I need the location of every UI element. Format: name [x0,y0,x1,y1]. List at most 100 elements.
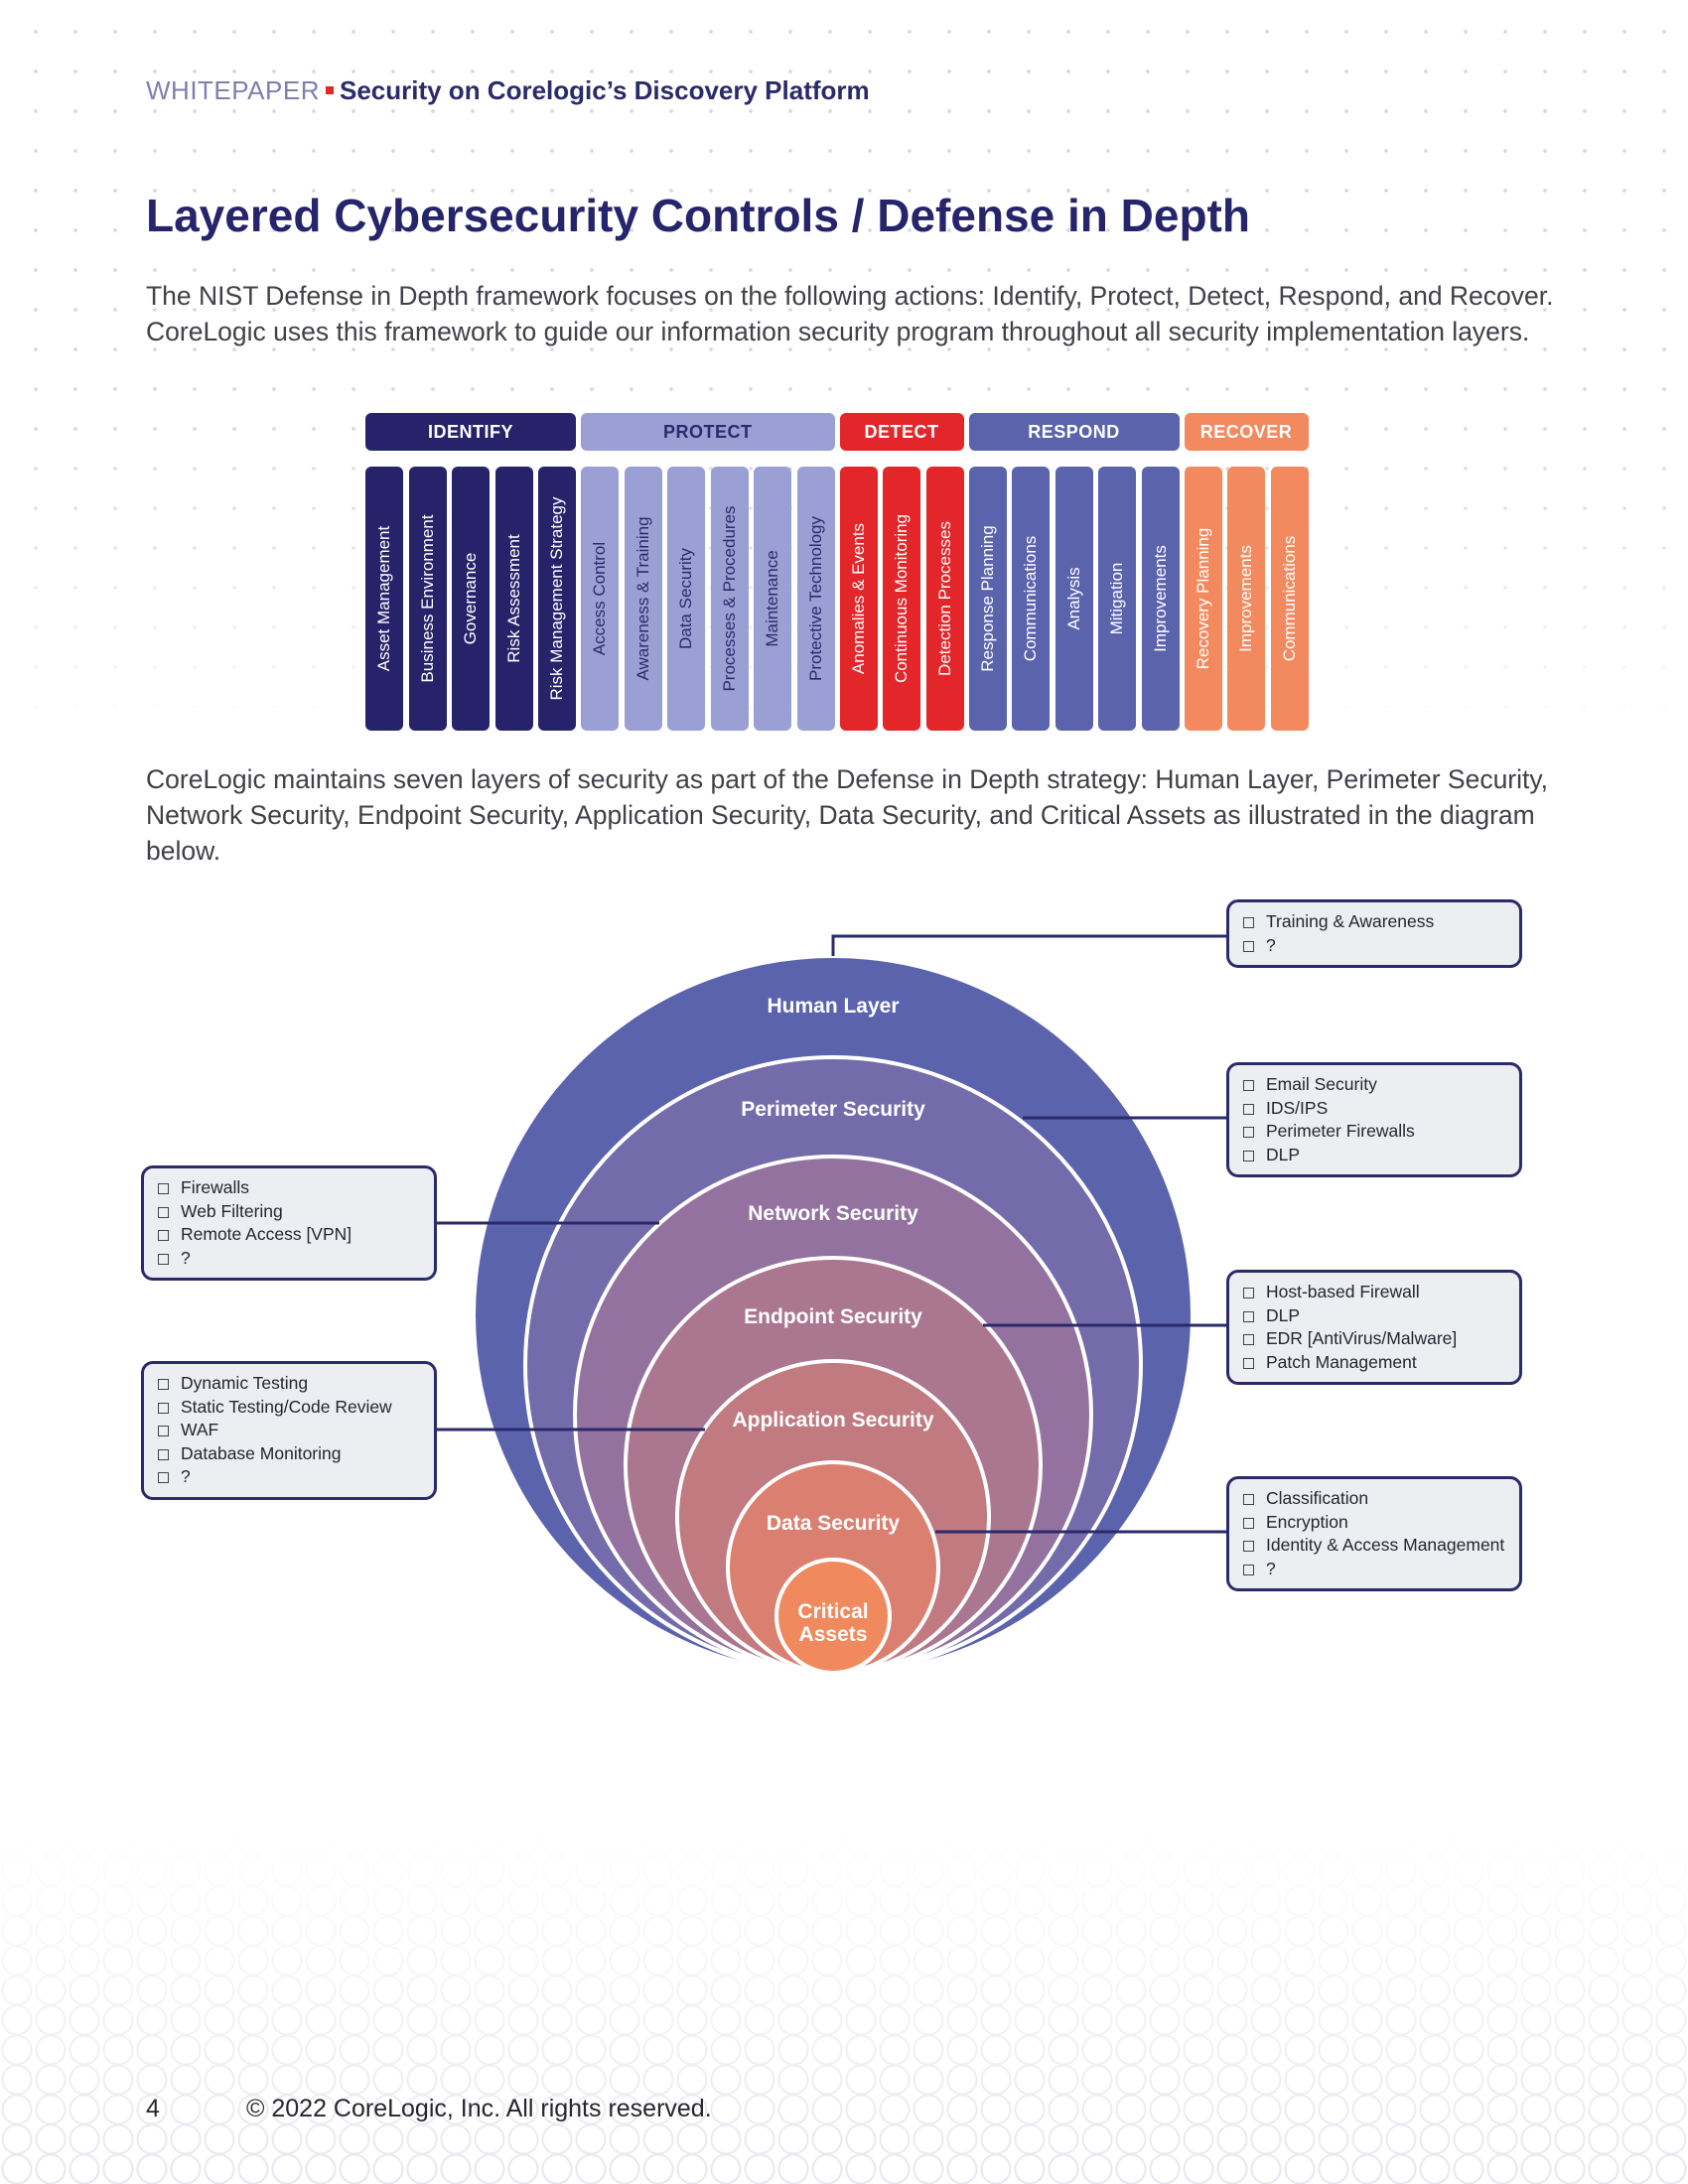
layer-label-data: Data Security [766,1512,901,1535]
nist-category-protect: PROTECT [581,413,835,451]
callout-item: DLP [1243,1144,1507,1167]
callout-item: Static Testing/Code Review [158,1396,422,1420]
callout-item: Remote Access [VPN] [158,1223,422,1247]
nist-framework-table: IDENTIFY Asset Management Business Environ… [365,413,1315,731]
page-footer: 4 © 2022 CoreLogic, Inc. All rights reser… [146,2095,712,2123]
layer-label-perimeter: Perimeter Security [741,1098,925,1121]
nist-item-identify-risk-assessment: Risk Assessment [494,467,533,731]
callout-item: Host-based Firewall [1243,1281,1507,1304]
callout-data-security: Classification Encryption Identity & Acces… [1226,1476,1522,1591]
layer-label-application: Application Security [732,1409,934,1432]
callout-item: Web Filtering [158,1200,422,1224]
nist-item-protect-access-control: Access Control [581,467,619,731]
nist-category-identify: IDENTIFY [365,413,576,451]
nist-item-respond-response-planning: Response Planning [968,467,1007,731]
callout-perimeter-security: Email Security IDS/IPS Perimeter Firewalls… [1226,1062,1522,1177]
nist-item-detect-continuous-monitoring: Continuous Monitoring [883,467,920,731]
checkbox-icon [158,1472,169,1483]
page-number: 4 [146,2095,160,2122]
callout-item: Dynamic Testing [158,1372,422,1396]
checkbox-icon [1243,1310,1254,1322]
nist-item-recover-improvements: Improvements [1227,467,1265,731]
checkbox-icon [1243,1150,1254,1161]
callout-endpoint-security: Host-based Firewall DLP EDR [AntiVirus/Mal… [1226,1270,1522,1385]
nist-item-detect-detection-processes: Detection Processes [925,467,964,731]
layer-label-endpoint: Endpoint Security [744,1305,922,1328]
callout-network-security: Firewalls Web Filtering Remote Access [VPN… [141,1165,437,1281]
checkbox-icon [158,1206,169,1218]
checkbox-icon [1243,1103,1254,1115]
callout-item: Database Monitoring [158,1442,422,1466]
callout-item: WAF [158,1419,422,1442]
checkbox-icon [158,1426,169,1436]
callout-item: Patch Management [1243,1351,1507,1375]
layers-intro-paragraph: CoreLogic maintains seven layers of secu… [146,764,1549,866]
callout-item: ? [158,1247,422,1271]
nist-item-protect-protective-technology: Protective Technology [796,467,835,731]
nist-category-recover: RECOVER [1184,413,1309,451]
nist-item-protect-data-security: Data Security [667,467,705,731]
checkbox-icon [1243,940,1254,952]
nist-item-protect-processes-procedures: Processes & Procedures [710,467,749,731]
nist-item-protect-maintenance: Maintenance [754,467,791,731]
callout-item: Identity & Access Management [1243,1534,1507,1558]
checkbox-icon [158,1253,169,1265]
copyright-notice: © 2022 CoreLogic, Inc. All rights reserv… [246,2095,712,2122]
callout-item: Email Security [1243,1073,1507,1097]
callout-item: Training & Awareness [1243,910,1507,934]
callout-application-security: Dynamic Testing Static Testing/Code Revie… [141,1361,437,1500]
callout-item: IDS/IPS [1243,1097,1507,1121]
checkbox-icon [1243,1564,1254,1575]
checkbox-icon [158,1402,169,1414]
nist-item-recover-recovery-planning: Recovery Planning [1184,467,1222,731]
callout-item: EDR [AntiVirus/Malware] [1243,1327,1507,1351]
callout-item: Classification [1243,1487,1507,1511]
nist-category-respond: RESPOND [968,413,1180,451]
concentric-layers-svg [437,934,1226,1675]
nist-category-detect: DETECT [839,413,964,451]
checkbox-icon [158,1379,169,1390]
checkbox-icon [158,1183,169,1194]
header-kicker: WHITEPAPER [146,75,320,105]
nist-item-respond-communications: Communications [1012,467,1050,731]
nist-item-respond-improvements: Improvements [1141,467,1180,731]
callout-human-layer: Training & Awareness? [1226,899,1522,968]
nist-item-detect-anomalies-events: Anomalies & Events [839,467,878,731]
checkbox-icon [1243,1288,1254,1298]
nist-item-identify-risk-management-strategy: Risk Management Strategy [538,467,576,731]
callout-item: Encryption [1243,1511,1507,1535]
callout-item: ? [1243,934,1507,958]
hexagon-background [0,1827,1688,2184]
nist-item-protect-awareness-training: Awareness & Training [624,467,662,731]
nist-item-respond-mitigation: Mitigation [1098,467,1136,731]
layer-circle-critical-assets [774,1558,892,1675]
layer-label-human: Human Layer [767,995,900,1018]
callout-item: Perimeter Firewalls [1243,1120,1507,1144]
header-separator [325,86,334,95]
callout-item: Firewalls [158,1176,422,1200]
intro-paragraph: The NIST Defense in Depth framework focu… [146,281,1554,346]
connector-human [831,934,1226,956]
checkbox-icon [1243,1334,1254,1345]
nist-item-respond-analysis: Analysis [1055,467,1093,731]
nist-item-identify-asset-management: Asset Management [365,467,403,731]
callout-item: DLP [1243,1304,1507,1328]
checkbox-icon [1243,1357,1254,1369]
header-document-title: Security on Corelogic’s Discovery Platfo… [339,75,870,105]
checkbox-icon [1243,1127,1254,1138]
defense-in-depth-diagram: Human Layer Perimeter Security Network S… [0,874,1688,1707]
page-title: Layered Cybersecurity Controls / Defense… [146,190,1250,241]
callout-item: ? [158,1465,422,1489]
callout-item: ? [1243,1558,1507,1581]
nist-item-identify-governance: Governance [452,467,490,731]
checkbox-icon [1243,1494,1254,1505]
running-header: WHITEPAPER Security on Corelogic’s Discov… [146,73,870,107]
checkbox-icon [158,1448,169,1460]
checkbox-icon [1243,1517,1254,1529]
layer-label-critical-assets: Critical Assets [797,1600,869,1646]
nist-item-recover-communications: Communications [1270,467,1309,731]
checkbox-icon [1243,1080,1254,1091]
checkbox-icon [1243,917,1254,928]
checkbox-icon [158,1230,169,1241]
checkbox-icon [1243,1541,1254,1552]
